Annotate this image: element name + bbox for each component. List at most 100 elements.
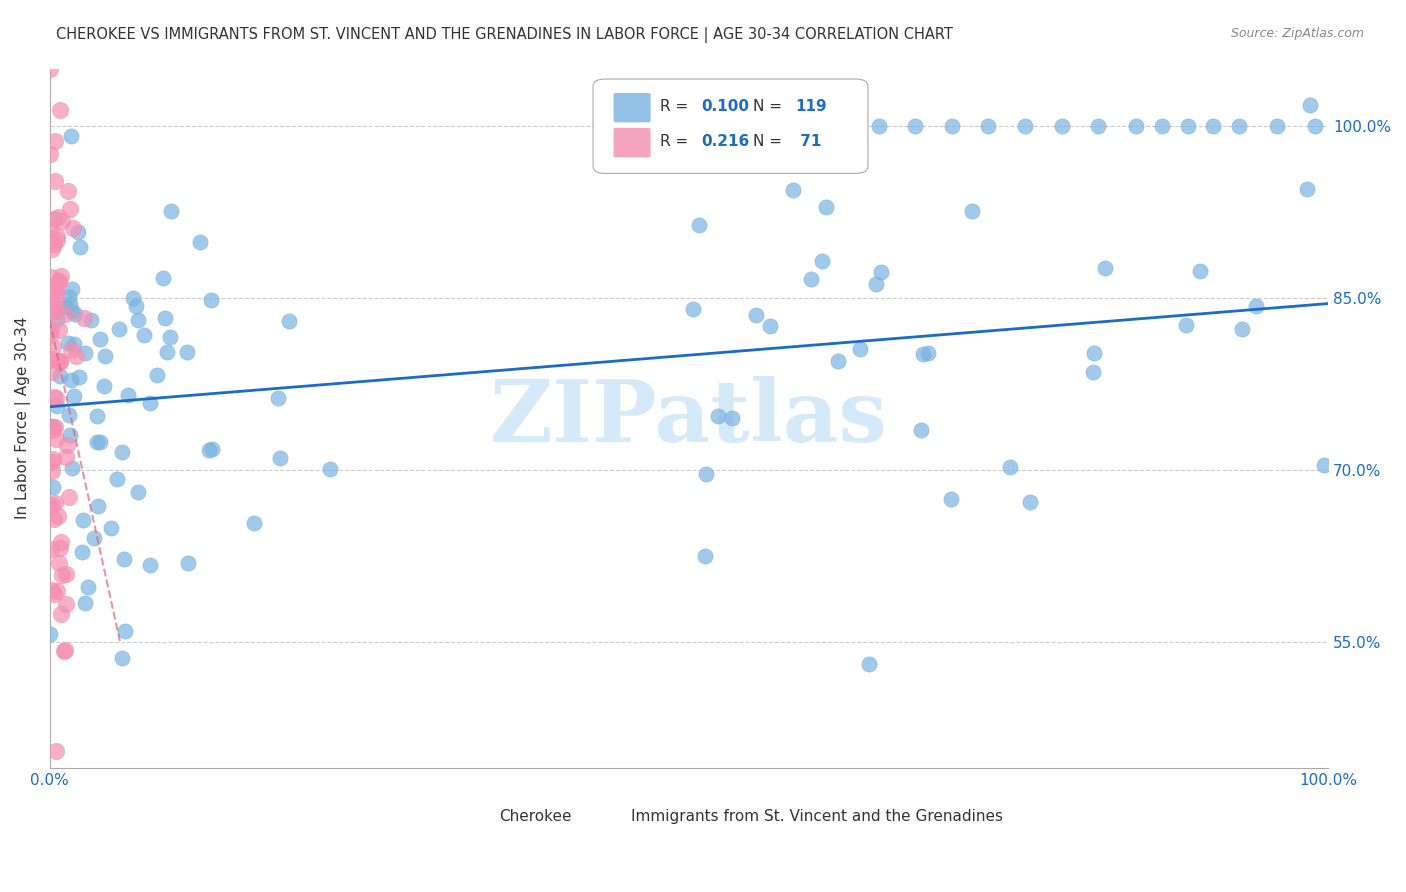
Point — [55, 450, 77, 464]
Point — [41, 498, 63, 512]
Point — [800, 272, 823, 286]
Point — [112, 551, 135, 566]
Point — [58, 491, 80, 505]
Point — [51, 214, 73, 228]
Point — [39, 269, 62, 284]
Point — [721, 411, 744, 425]
Point — [59, 373, 82, 387]
Point — [45, 399, 67, 413]
Point — [1296, 181, 1319, 195]
Text: Source: ZipAtlas.com: Source: ZipAtlas.com — [1230, 27, 1364, 40]
Point — [55, 566, 77, 581]
Point — [941, 491, 963, 506]
Point — [682, 301, 704, 316]
Point — [177, 556, 200, 570]
Point — [159, 330, 181, 344]
Point — [53, 300, 76, 314]
Point — [45, 280, 67, 294]
Text: CHEROKEE VS IMMIGRANTS FROM ST. VINCENT AND THE GRENADINES IN LABOR FORCE | AGE : CHEROKEE VS IMMIGRANTS FROM ST. VINCENT … — [56, 27, 953, 43]
Point — [67, 225, 90, 239]
Point — [53, 643, 76, 657]
Point — [42, 587, 65, 601]
Point — [1081, 365, 1104, 379]
Point — [44, 236, 66, 251]
Point — [782, 183, 804, 197]
Point — [45, 311, 67, 326]
Point — [65, 307, 87, 321]
Point — [243, 516, 266, 531]
Point — [51, 607, 73, 622]
Point — [707, 409, 730, 424]
Point — [277, 314, 299, 328]
Point — [48, 323, 70, 337]
Point — [745, 308, 768, 322]
Point — [69, 240, 91, 254]
Point — [58, 290, 80, 304]
Point — [59, 202, 82, 216]
Point — [49, 541, 72, 555]
Point — [759, 318, 782, 333]
Point — [146, 368, 169, 382]
Point — [67, 370, 90, 384]
Point — [42, 420, 65, 434]
Point — [1227, 119, 1250, 133]
Point — [105, 472, 128, 486]
Point — [59, 297, 82, 311]
Point — [49, 354, 72, 368]
Point — [56, 336, 79, 351]
Point — [49, 535, 72, 549]
FancyBboxPatch shape — [628, 800, 666, 828]
Point — [86, 435, 108, 450]
Point — [139, 558, 162, 573]
Point — [201, 442, 224, 456]
Point — [41, 464, 63, 478]
Point — [910, 423, 932, 437]
Point — [1230, 322, 1253, 336]
Point — [1174, 318, 1197, 333]
Point — [858, 657, 880, 671]
Point — [695, 467, 717, 482]
Point — [46, 233, 69, 247]
Point — [42, 304, 65, 318]
Point — [941, 119, 963, 133]
Point — [100, 521, 122, 535]
Point — [39, 322, 62, 336]
Point — [127, 485, 149, 500]
Point — [46, 288, 69, 302]
Point — [41, 365, 63, 379]
Point — [46, 353, 69, 368]
Point — [1125, 119, 1147, 133]
Point — [44, 305, 66, 319]
Point — [49, 103, 72, 118]
Point — [48, 275, 70, 289]
Point — [1177, 119, 1199, 133]
Y-axis label: In Labor Force | Age 30-34: In Labor Force | Age 30-34 — [15, 317, 31, 519]
Text: 71: 71 — [794, 135, 821, 150]
Point — [153, 311, 176, 326]
Point — [38, 222, 60, 236]
Point — [39, 146, 62, 161]
Point — [827, 354, 849, 368]
Point — [42, 390, 65, 404]
Point — [51, 568, 73, 582]
Point — [977, 119, 1000, 133]
Point — [44, 496, 66, 510]
Point — [124, 299, 146, 313]
Point — [814, 201, 837, 215]
Point — [60, 304, 83, 318]
Point — [46, 508, 69, 523]
Point — [45, 391, 67, 405]
Point — [962, 204, 984, 219]
FancyBboxPatch shape — [437, 800, 474, 828]
FancyBboxPatch shape — [613, 128, 651, 157]
Point — [917, 346, 939, 360]
Point — [48, 557, 70, 571]
Point — [51, 268, 73, 283]
Point — [870, 265, 893, 279]
Point — [49, 369, 72, 384]
Text: Immigrants from St. Vincent and the Grenadines: Immigrants from St. Vincent and the Gren… — [631, 809, 1002, 824]
Point — [42, 424, 65, 438]
Point — [75, 596, 97, 610]
Point — [60, 343, 83, 358]
Point — [998, 459, 1021, 474]
